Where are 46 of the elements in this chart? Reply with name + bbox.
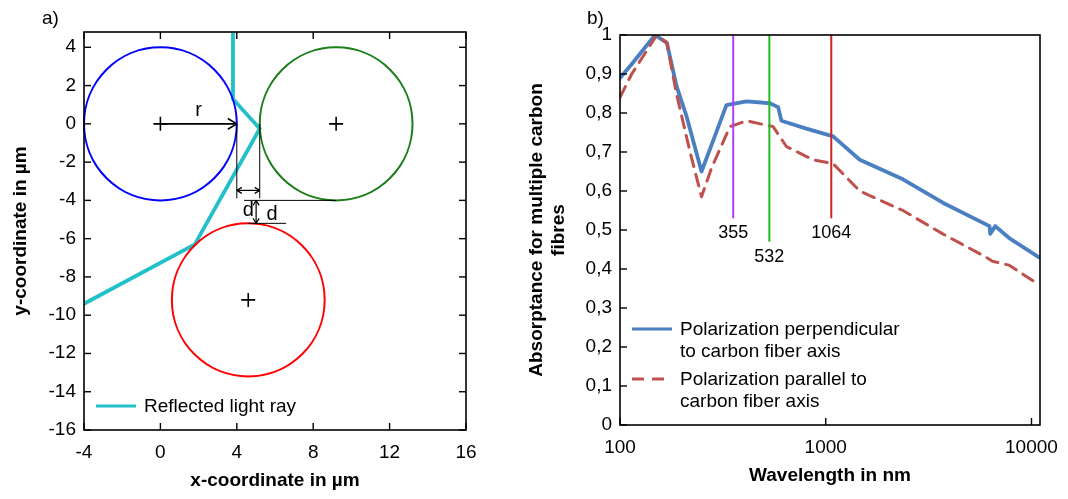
annotation: d — [242, 198, 254, 221]
x-axis-title: x-coordinate in µm — [190, 469, 360, 490]
y-tick-label: 0,1 — [585, 374, 612, 396]
y-tick-label: 0,5 — [585, 218, 612, 240]
ref-line-label: 1064 — [811, 222, 852, 243]
y-tick-label: 0,6 — [585, 179, 612, 201]
y-tick-label: 0 — [601, 413, 612, 435]
y-tick-label: 0,9 — [585, 62, 612, 84]
y-tick-label: 1 — [601, 23, 612, 45]
legend-label: Reflected light ray — [144, 395, 297, 416]
y-tick-label: -14 — [48, 379, 77, 401]
x-tick-label: 0 — [155, 441, 166, 462]
y-tick-label: -8 — [59, 264, 76, 286]
x-tick-label: 10000 — [1005, 436, 1058, 457]
y-axis-title: y-coordinate in µm — [9, 146, 30, 316]
y-tick-label: 0 — [65, 111, 76, 133]
ref-line-label: 532 — [754, 245, 785, 266]
y-tick-label: -16 — [48, 418, 76, 440]
y-tick-label: 0,7 — [585, 140, 612, 162]
y-tick-label: -12 — [48, 341, 76, 363]
legend-label: Polarization perpendicular to carbon fiber axis — [680, 318, 901, 361]
y-tick-label: 2 — [65, 73, 76, 95]
y-tick-label: 0,2 — [585, 335, 612, 357]
y-axis-title: Absorptance for multiple carbon fibres — [525, 83, 568, 377]
x-tick-label: 1000 — [804, 436, 847, 457]
y-tick-label: -2 — [59, 150, 76, 172]
y-tick-label: 0,3 — [585, 296, 612, 318]
y-tick-label: 0,4 — [585, 257, 613, 279]
x-tick-label: 16 — [455, 441, 477, 462]
y-tick-label: -10 — [48, 303, 76, 325]
x-tick-label: 4 — [231, 441, 243, 462]
legend-label: Polarization parallel to carbon fiber axis — [680, 368, 867, 411]
y-tick-label: 4 — [65, 35, 77, 57]
x-tick-label: 8 — [307, 441, 319, 462]
x-tick-label: 12 — [379, 441, 401, 462]
chart-title: b) — [587, 7, 604, 28]
annotation: r — [195, 97, 203, 120]
x-tick-label: 100 — [604, 436, 636, 457]
y-tick-label: -4 — [59, 188, 77, 210]
annotation: d — [266, 201, 278, 224]
y-tick-label: -6 — [59, 226, 76, 248]
line-series — [84, 32, 262, 306]
x-axis-title: Wavelength in nm — [749, 464, 911, 485]
ref-line-label: 355 — [718, 222, 749, 243]
chart-title: a) — [42, 7, 59, 28]
y-tick-label: 0,8 — [585, 101, 612, 123]
